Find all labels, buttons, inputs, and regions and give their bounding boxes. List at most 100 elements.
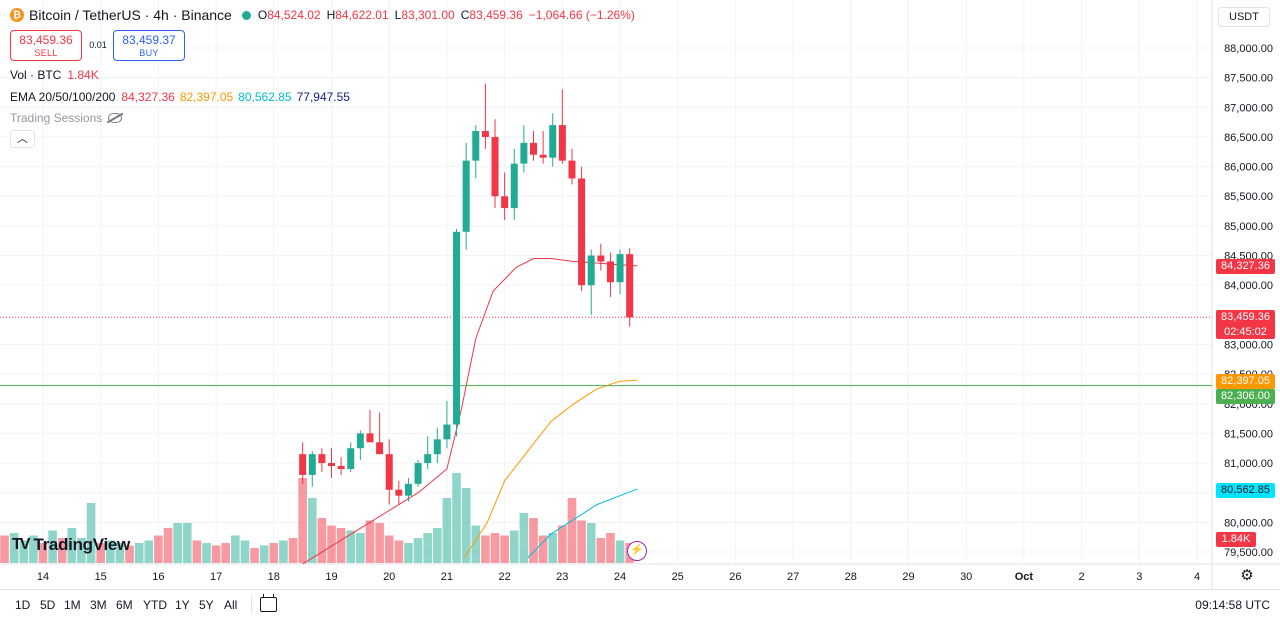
- ema50-line: [463, 379, 638, 559]
- low-label: L: [394, 8, 402, 22]
- range-3m-button[interactable]: 3M: [90, 598, 107, 612]
- candlestick-chart[interactable]: 88,000.00 87,500.00 87,000.00 86,500.00 86,0…: [0, 0, 1280, 589]
- tradingview-logo-icon: TV: [12, 536, 31, 553]
- volume-bar: [0, 535, 9, 563]
- sell-button[interactable]: 83,459.36 SELL: [10, 30, 82, 61]
- volume-bar: [509, 530, 519, 563]
- lightning-icon[interactable]: ⚡: [627, 541, 647, 561]
- ema-legend[interactable]: EMA 20/50/100/200 84,327.36 82,397.05 80…: [10, 90, 350, 104]
- volume-bar: [596, 538, 606, 563]
- hline-price-label: 82,306.00: [1216, 389, 1275, 404]
- price-tick-label: 85,000.00: [1224, 221, 1273, 233]
- time-tick-label: 4: [1194, 571, 1200, 583]
- volume-bar: [154, 535, 163, 563]
- volume-bar: [29, 535, 38, 563]
- price-tick-label: 79,500.00: [1224, 547, 1273, 559]
- volume-bar: [375, 523, 384, 563]
- volume-bar: [558, 525, 567, 563]
- volume-bar: [221, 543, 231, 563]
- price-tick-label: 88,000.00: [1224, 43, 1273, 55]
- volume-bar: [538, 535, 548, 563]
- currency-selector[interactable]: USDT: [1218, 7, 1270, 27]
- volume-bar: [269, 543, 279, 563]
- candle-body: [616, 254, 624, 283]
- volume-bar: [365, 520, 375, 563]
- time-tick-label: 28: [845, 571, 857, 583]
- volume-bar: [461, 488, 471, 563]
- volume-bar: [106, 540, 115, 563]
- buy-button[interactable]: 83,459.37 BUY: [113, 30, 185, 61]
- ema20-price-label: 84,327.36: [1216, 259, 1275, 274]
- volume-bar: [586, 523, 596, 563]
- candle-body: [529, 142, 537, 155]
- candle-body: [385, 454, 393, 490]
- go-to-date-icon[interactable]: [260, 594, 277, 612]
- volume-bar: [567, 498, 577, 563]
- open-value: 84,524.02: [267, 8, 321, 22]
- ohlc-values: O84,524.02 H84,622.01 L83,301.00 C83,459.36…: [258, 8, 641, 22]
- range-5d-button[interactable]: 5D: [40, 598, 56, 612]
- volume-legend[interactable]: Vol · BTC 1.84K: [10, 68, 99, 82]
- volume-bar: [279, 540, 288, 563]
- range-ytd-button[interactable]: YTD: [143, 598, 167, 612]
- candle-body: [481, 131, 489, 137]
- volume-bar: [288, 538, 298, 563]
- volume-label: Vol · BTC: [10, 68, 62, 82]
- volume-bar: [173, 523, 182, 563]
- range-6m-button[interactable]: 6M: [116, 598, 133, 612]
- open-label: O: [257, 8, 268, 22]
- time-tick-label: 30: [960, 571, 972, 583]
- candle-body: [491, 136, 499, 197]
- time-tick-label: 18: [268, 571, 280, 583]
- collapse-legend-button[interactable]: ︿: [10, 130, 35, 148]
- ema100-line: [527, 488, 638, 559]
- ema-label: EMA 20/50/100/200: [10, 90, 116, 104]
- candle-body: [299, 454, 307, 475]
- candle-body: [549, 125, 557, 158]
- range-all-button[interactable]: All: [224, 598, 238, 612]
- eye-hidden-icon[interactable]: [108, 113, 123, 123]
- candle-body: [328, 463, 336, 467]
- volume-bar: [500, 535, 509, 563]
- time-tick-label: Oct: [1015, 571, 1034, 583]
- symbol-legend[interactable]: ₿ Bitcoin / TetherUS · 4h · Binance O84,…: [10, 7, 641, 23]
- candle-body: [443, 424, 451, 440]
- time-tick-label: 2: [1079, 571, 1085, 583]
- volume-bar: [250, 548, 259, 563]
- candle-body: [606, 261, 614, 283]
- price-tick-label: 86,500.00: [1224, 132, 1273, 144]
- volume-bar: [442, 498, 452, 563]
- sessions-legend[interactable]: Trading Sessions: [10, 111, 123, 125]
- volume-bar: [192, 540, 202, 563]
- time-tick-label: 20: [383, 571, 395, 583]
- bitcoin-icon: ₿: [10, 8, 24, 22]
- time-tick-label: 15: [95, 571, 107, 583]
- utc-clock[interactable]: 09:14:58 UTC: [1195, 598, 1270, 612]
- last-price-label: 83,459.36 02:45:02: [1216, 310, 1275, 339]
- candle-body: [376, 442, 384, 455]
- candle-body: [404, 483, 412, 496]
- price-tick-label: 87,500.00: [1224, 73, 1273, 85]
- symbol-title[interactable]: Bitcoin / TetherUS · 4h · Binance: [29, 7, 232, 23]
- range-1d-button[interactable]: 1D: [15, 598, 31, 612]
- price-tick-label: 85,500.00: [1224, 191, 1273, 203]
- range-1m-button[interactable]: 1M: [64, 598, 81, 612]
- candle-body: [318, 454, 326, 464]
- scale-settings-icon[interactable]: ⚙: [1240, 567, 1254, 584]
- range-5y-button[interactable]: 5Y: [199, 598, 214, 612]
- volume-bar: [115, 543, 125, 563]
- volume-bar: [86, 503, 96, 563]
- volume-bar: [77, 538, 86, 563]
- time-tick-label: 29: [902, 571, 914, 583]
- ema200-value: 77,947.55: [296, 90, 350, 104]
- candle-body: [520, 142, 528, 164]
- price-tick-label: 87,000.00: [1224, 102, 1273, 114]
- candle-body: [501, 196, 509, 209]
- candle-body: [308, 454, 316, 475]
- time-tick-label: 17: [210, 571, 222, 583]
- sell-label: SELL: [34, 48, 58, 58]
- range-1y-button[interactable]: 1Y: [175, 598, 190, 612]
- volume-bar: [452, 473, 461, 563]
- toolbar-divider: [251, 596, 252, 614]
